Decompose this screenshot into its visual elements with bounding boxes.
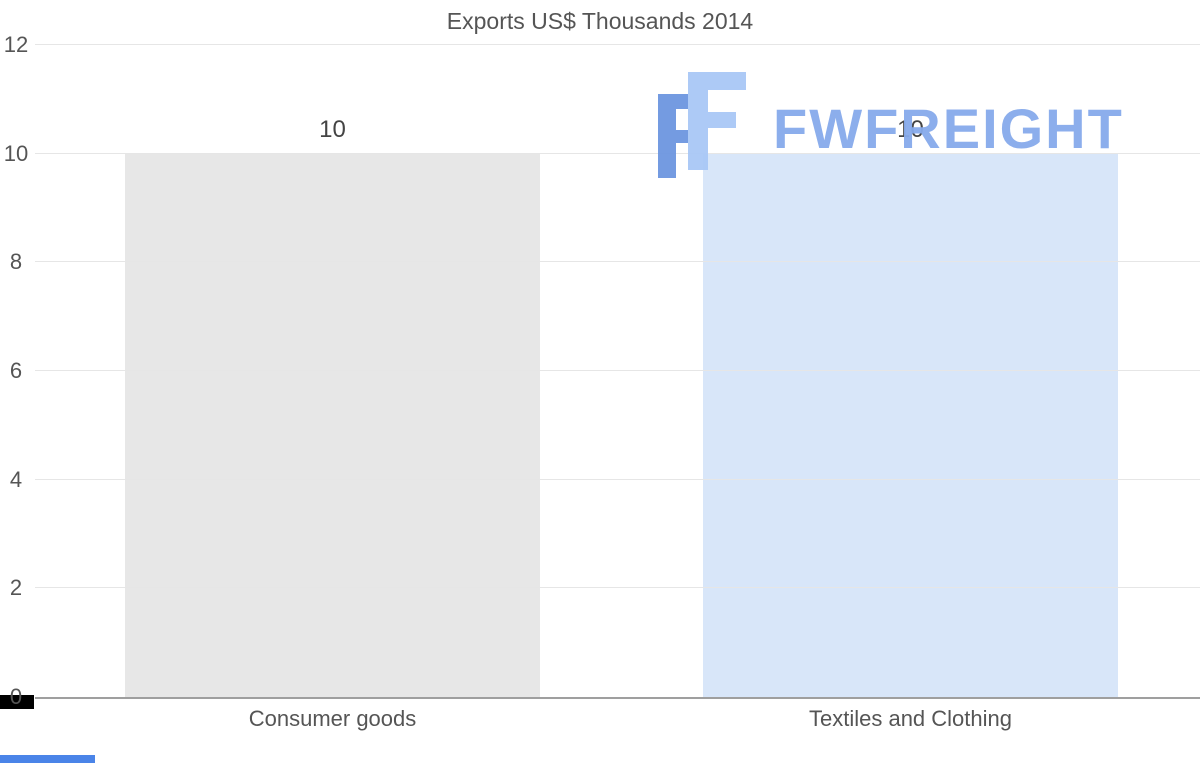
axis-corner-mark bbox=[0, 695, 34, 709]
bottom-strip-decoration bbox=[0, 755, 95, 763]
gridline bbox=[35, 478, 1200, 480]
gridline bbox=[35, 152, 1200, 154]
value-label-consumer-goods: 10 bbox=[319, 115, 346, 143]
x-axis-label-consumer-goods: Consumer goods bbox=[248, 706, 417, 731]
chart-title: Exports US$ Thousands 2014 bbox=[446, 8, 754, 34]
plot-area: 10 10 bbox=[35, 44, 1200, 699]
y-tick-label: 0 bbox=[9, 684, 23, 709]
y-tick-label: 8 bbox=[9, 249, 23, 275]
gridline bbox=[35, 261, 1200, 263]
value-label-textiles-clothing: 10 bbox=[897, 115, 924, 143]
bar-textiles-clothing bbox=[703, 153, 1118, 697]
gridline bbox=[35, 44, 1200, 45]
y-tick-label: 6 bbox=[9, 358, 23, 383]
gridline bbox=[35, 370, 1200, 371]
x-axis-label-textiles-clothing: Textiles and Clothing bbox=[808, 706, 1012, 731]
y-tick-label: 4 bbox=[9, 466, 23, 492]
y-tick-label: 12 bbox=[3, 32, 29, 57]
gridline bbox=[35, 587, 1200, 589]
y-tick-label: 2 bbox=[9, 575, 23, 601]
bar-consumer-goods bbox=[125, 153, 540, 697]
y-tick-label: 10 bbox=[3, 140, 29, 166]
